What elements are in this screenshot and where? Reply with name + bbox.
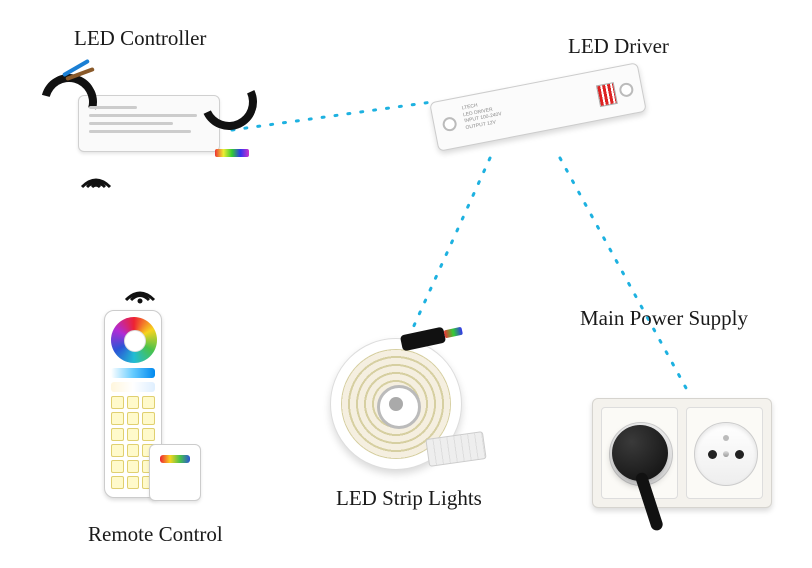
power-plug-icon xyxy=(612,425,668,481)
led-driver-device: LTECHLED DRIVERINPUT 100-240VOUTPUT 12V xyxy=(429,62,647,152)
led-controller-device xyxy=(78,95,220,152)
label-power: Main Power Supply xyxy=(580,306,748,331)
node-led-driver: LTECHLED DRIVERINPUT 100-240VOUTPUT 12V xyxy=(432,82,644,132)
node-led-controller xyxy=(78,95,220,152)
label-strip: LED Strip Lights xyxy=(336,486,482,511)
edge-controller-driver xyxy=(232,102,432,130)
edge-driver-power xyxy=(560,158,686,388)
color-wheel-icon xyxy=(111,317,157,363)
led-strip-reel xyxy=(330,338,462,470)
remote-dock xyxy=(149,444,201,501)
wall-outlet xyxy=(592,398,772,508)
label-remote: Remote Control xyxy=(88,522,223,547)
socket-left xyxy=(601,407,678,499)
node-remote-control xyxy=(104,278,162,498)
remote-control-device xyxy=(104,310,162,498)
socket-right xyxy=(686,407,763,499)
wifi-icon xyxy=(76,163,116,193)
edge-driver-strip xyxy=(412,158,490,330)
wifi-icon xyxy=(120,278,160,306)
node-led-strip xyxy=(330,338,462,470)
label-controller: LED Controller xyxy=(74,26,206,51)
label-driver: LED Driver xyxy=(568,34,669,59)
node-power-supply xyxy=(592,398,772,508)
